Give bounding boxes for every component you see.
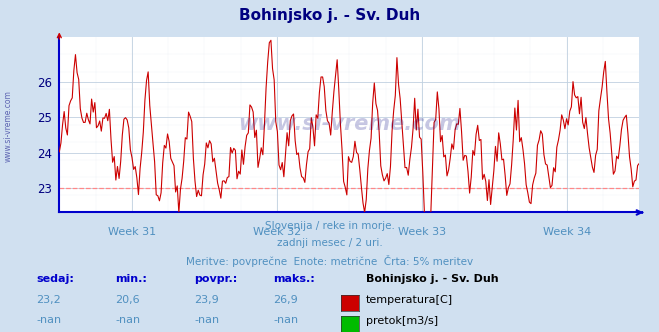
Text: 23,9: 23,9 [194,295,219,305]
Text: Bohinjsko j. - Sv. Duh: Bohinjsko j. - Sv. Duh [239,8,420,23]
Text: zadnji mesec / 2 uri.: zadnji mesec / 2 uri. [277,238,382,248]
Text: -nan: -nan [115,315,140,325]
Text: 20,6: 20,6 [115,295,140,305]
Text: sedaj:: sedaj: [36,274,74,284]
Text: maks.:: maks.: [273,274,315,284]
Text: -nan: -nan [273,315,299,325]
Text: min.:: min.: [115,274,147,284]
Text: -nan: -nan [36,315,61,325]
Text: 26,9: 26,9 [273,295,299,305]
Text: pretok[m3/s]: pretok[m3/s] [366,316,438,326]
Text: povpr.:: povpr.: [194,274,238,284]
Text: -nan: -nan [194,315,219,325]
Text: Week 34: Week 34 [542,226,591,237]
Text: Week 33: Week 33 [397,226,446,237]
Text: Week 32: Week 32 [252,226,301,237]
Text: 23,2: 23,2 [36,295,61,305]
Text: Bohinjsko j. - Sv. Duh: Bohinjsko j. - Sv. Duh [366,274,498,284]
Text: Meritve: povprečne  Enote: metrične  Črta: 5% meritev: Meritve: povprečne Enote: metrične Črta:… [186,255,473,267]
Text: Slovenija / reke in morje.: Slovenija / reke in morje. [264,221,395,231]
Text: Week 31: Week 31 [107,226,156,237]
Text: www.si-vreme.com: www.si-vreme.com [238,115,461,134]
Text: www.si-vreme.com: www.si-vreme.com [4,90,13,162]
Text: temperatura[C]: temperatura[C] [366,295,453,305]
